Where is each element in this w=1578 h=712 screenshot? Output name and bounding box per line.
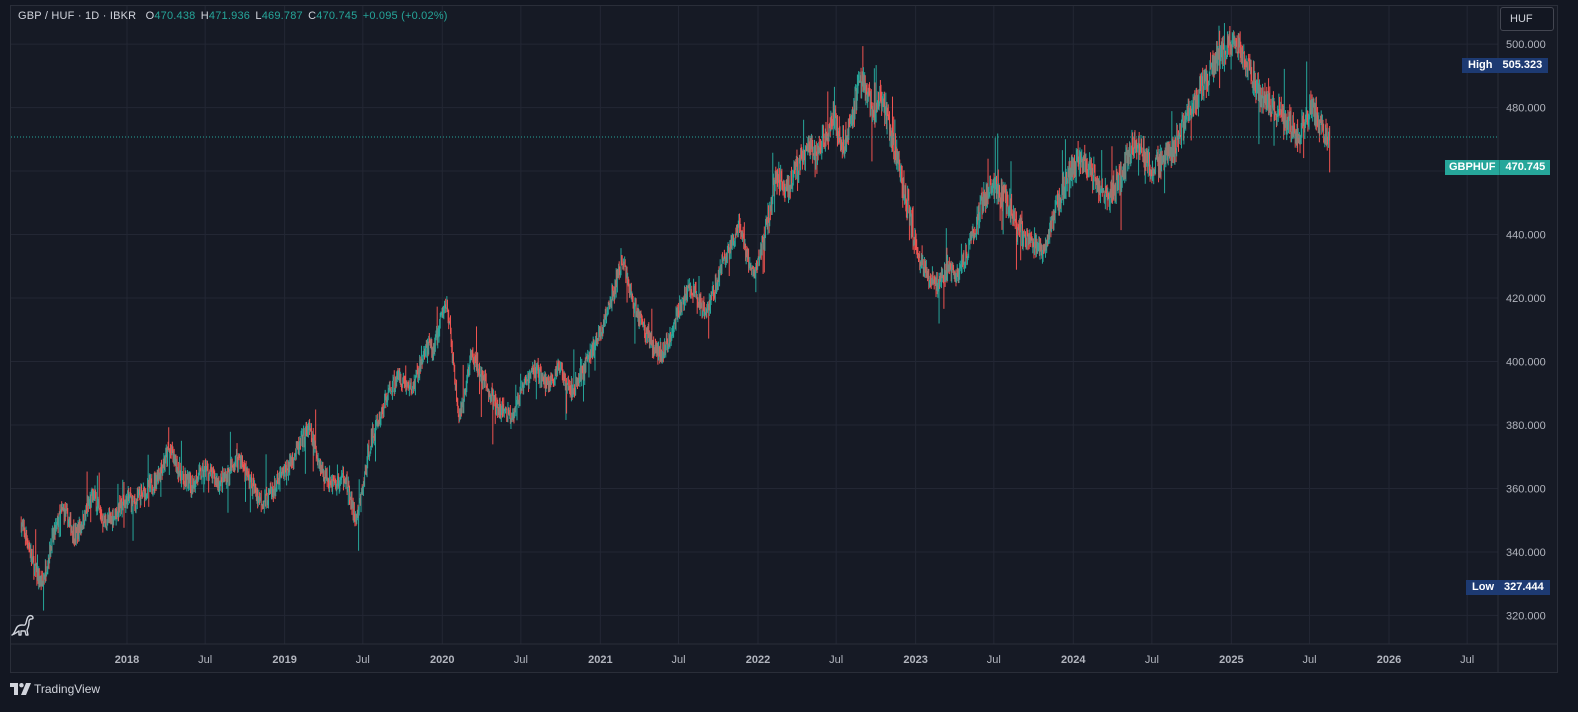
x-tick-label: 2026: [1377, 654, 1401, 666]
y-tick-label: 420.000: [1506, 293, 1546, 305]
currency-unit-button[interactable]: HUF: [1500, 7, 1554, 31]
x-tick-label: 2022: [746, 654, 770, 666]
x-tick-label: Jul: [356, 654, 370, 666]
last-price-symbol: GBPHUF: [1445, 160, 1500, 175]
x-tick-label: 2024: [1061, 654, 1086, 666]
x-tick-label: Jul: [1145, 654, 1159, 666]
y-tick-label: 400.000: [1506, 357, 1546, 369]
y-tick-label: 500.000: [1506, 39, 1546, 51]
x-tick-label: 2021: [588, 654, 612, 666]
y-tick-label: 380.000: [1506, 420, 1546, 432]
high-marker-label: High: [1462, 58, 1499, 73]
x-tick-label: 2023: [903, 654, 927, 666]
x-tick-label: Jul: [198, 654, 212, 666]
x-tick-label: Jul: [987, 654, 1001, 666]
close-value: 470.745: [316, 10, 358, 22]
y-tick-label: 340.000: [1506, 547, 1546, 559]
x-tick-label: 2018: [115, 654, 139, 666]
high-label: H: [200, 10, 209, 22]
dino-icon[interactable]: [10, 612, 36, 638]
x-tick-label: Jul: [514, 654, 528, 666]
x-tick-label: Jul: [671, 654, 685, 666]
y-tick-label: 480.000: [1506, 103, 1546, 115]
symbol-label[interactable]: GBP / HUF · 1D · IBKR: [18, 10, 137, 22]
last-price-marker: GBPHUF 470.745: [1445, 160, 1551, 175]
x-tick-label: Jul: [1460, 654, 1474, 666]
change-value: +0.095 (+0.02%): [362, 10, 448, 22]
low-value: 469.787: [261, 10, 303, 22]
brand-name: TradingView: [34, 682, 101, 696]
high-value: 471.936: [208, 10, 251, 22]
x-tick-label: 2025: [1219, 654, 1243, 666]
open-label: O: [145, 10, 155, 22]
chart-frame: 320.000 340.000 360.000 380.000 400.000 420.0…: [10, 5, 1558, 673]
tradingview-logo-icon: [10, 683, 31, 695]
x-tick-label: Jul: [829, 654, 843, 666]
high-marker: High 505.323: [1462, 58, 1549, 73]
footer-branding[interactable]: TradingView: [10, 681, 100, 697]
x-tick-label: Jul: [1302, 654, 1316, 666]
high-marker-value: 505.323: [1498, 58, 1549, 73]
y-tick-label: 320.000: [1506, 610, 1546, 622]
y-tick-label: 360.000: [1506, 483, 1546, 495]
x-tick-label: 2019: [272, 654, 296, 666]
low-marker: Low 327.444: [1466, 580, 1550, 595]
y-tick-label: 440.000: [1506, 230, 1546, 242]
low-marker-value: 327.444: [1500, 580, 1550, 595]
last-price-value: 470.745: [1499, 160, 1551, 175]
x-tick-label: 2020: [430, 654, 454, 666]
low-marker-label: Low: [1466, 580, 1500, 595]
ohlc-legend: GBP / HUF · 1D · IBKR O470.438 H471.936 …: [18, 10, 448, 22]
close-label: C: [308, 10, 317, 22]
low-label: L: [255, 10, 262, 22]
price-chart[interactable]: 320.000 340.000 360.000 380.000 400.000 420.0…: [11, 6, 1557, 672]
open-value: 470.438: [154, 10, 196, 22]
